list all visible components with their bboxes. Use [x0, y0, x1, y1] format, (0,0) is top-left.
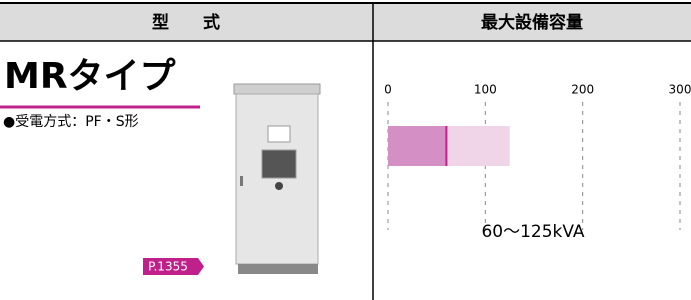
- catalog-table: 型 式 最大設備容量 MRタイプ ●受電方式：PF・S形 P.1355 0 100…: [0, 0, 691, 300]
- page: 型 式 最大設備容量 MRタイプ ●受電方式：PF・S形 P.1355 0 100…: [0, 0, 691, 300]
- header-cell: 最大設備容量: [481, 12, 583, 33]
- x-tick-label: 100: [474, 83, 497, 97]
- product-spec: ●受電方式：PF・S形: [3, 114, 139, 130]
- cabinet-image: [234, 84, 320, 274]
- capacity-chart: 0 100 200 300: [384, 83, 691, 231]
- range-bar-min: [388, 126, 446, 166]
- product-name: MRタイプ: [4, 56, 176, 97]
- capacity-label: 60〜125kVA: [481, 222, 584, 242]
- x-tick-label: 200: [571, 83, 594, 97]
- header-bg: [0, 3, 691, 41]
- x-tick-label: 0: [384, 83, 392, 97]
- x-tick-label: 300: [669, 83, 691, 97]
- header-cell: 型 式: [152, 12, 220, 33]
- page-ref[interactable]: P.1355: [148, 260, 188, 274]
- page-ref-badge[interactable]: P.1355: [143, 258, 204, 275]
